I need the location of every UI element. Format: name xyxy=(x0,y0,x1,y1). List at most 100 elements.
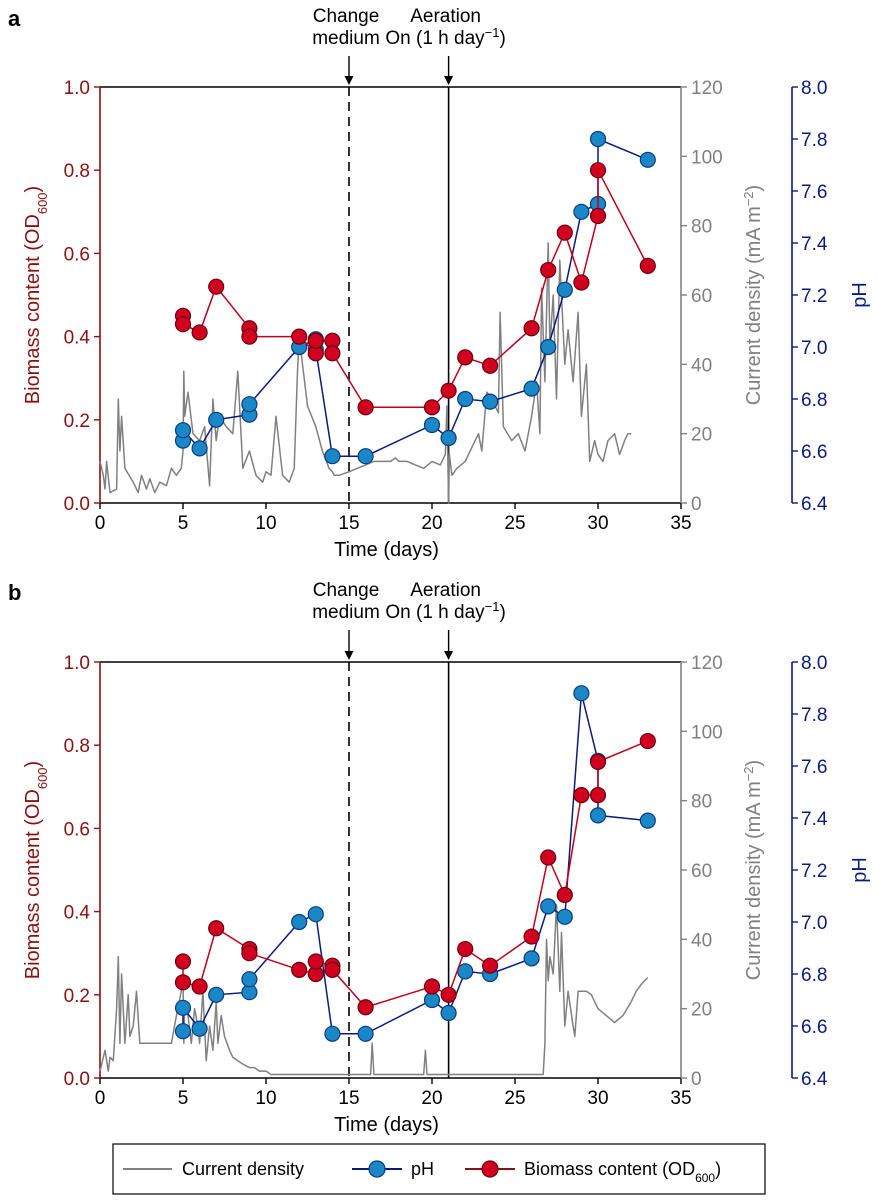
x-tick-label: 5 xyxy=(178,513,189,534)
biomass-line xyxy=(182,740,649,1009)
ph-point xyxy=(556,908,573,925)
ph-point xyxy=(423,991,441,1009)
ph-point xyxy=(482,393,499,410)
biomass-point xyxy=(174,974,192,991)
left-tick-label: 0.4 xyxy=(64,903,91,924)
legend-current-label: Current density xyxy=(182,1159,304,1179)
x-tick-label: 30 xyxy=(587,513,608,534)
ph-point xyxy=(523,950,540,967)
left-tick-label: 0.0 xyxy=(64,1069,90,1090)
biomass-point xyxy=(357,999,374,1016)
left-tick-label: 0.6 xyxy=(64,244,90,265)
biomass-point xyxy=(174,316,192,333)
ph-point xyxy=(357,448,374,465)
ph-point xyxy=(423,416,441,434)
biomass-point xyxy=(174,953,192,970)
biomass-point xyxy=(540,261,557,279)
current-tick-label: 20 xyxy=(691,1000,712,1021)
annotation-text: On (1 h day−1) xyxy=(385,599,505,624)
current-tick-label: 60 xyxy=(691,286,712,307)
current-tick-label: 80 xyxy=(691,217,712,238)
left-tick-label: 0.2 xyxy=(64,411,90,432)
ph-tick-label: 7.0 xyxy=(801,913,827,934)
annotation-text: medium xyxy=(312,28,380,49)
panel-letter: b xyxy=(8,580,21,605)
ph-axis-title: pH xyxy=(849,857,871,883)
left-tick-label: 0.6 xyxy=(64,819,90,840)
ph-point xyxy=(291,913,308,931)
current-tick-label: 0 xyxy=(691,494,702,515)
ph-point xyxy=(324,448,341,465)
biomass-point xyxy=(556,886,573,904)
ph-tick-label: 7.0 xyxy=(801,338,827,359)
biomass-point xyxy=(324,345,341,362)
panel-b: b 0 5 10 15 20 25 30 35 Time (days) 0.0 0.2 0.4 0.6 0.… xyxy=(8,580,871,1136)
annotation-arrow-head xyxy=(444,651,454,660)
ph-point xyxy=(357,1025,374,1042)
biomass-point xyxy=(423,978,441,995)
ph-point xyxy=(457,390,474,408)
current-tick-label: 60 xyxy=(691,861,712,882)
x-tick-label: 25 xyxy=(504,513,525,534)
biomass-point xyxy=(307,332,324,349)
ph-tick-label: 7.2 xyxy=(801,861,827,882)
ph-point xyxy=(589,807,607,824)
biomass-point xyxy=(639,257,656,274)
current-density-trace xyxy=(99,903,649,1076)
legend-ph-label: pH xyxy=(411,1159,434,1179)
annotation-text: Change xyxy=(313,6,380,27)
current-tick-label: 100 xyxy=(691,722,723,743)
biomass-point xyxy=(423,399,441,416)
panel-letter: a xyxy=(8,6,21,31)
ph-tick-label: 8.0 xyxy=(801,78,827,99)
ph-point xyxy=(208,411,225,428)
ph-tick-label: 6.4 xyxy=(801,494,828,515)
biomass-point xyxy=(589,162,607,179)
legend: Current density pH Biomass content (OD600) xyxy=(112,1143,766,1195)
annotation-text: On (1 h day−1) xyxy=(385,25,505,50)
ph-tick-label: 7.4 xyxy=(801,809,828,830)
ph-tick-label: 6.6 xyxy=(801,442,827,463)
left-tick-label: 1.0 xyxy=(64,78,90,99)
annotation-text: medium xyxy=(312,602,380,623)
current-tick-label: 100 xyxy=(691,147,723,168)
ph-point xyxy=(457,963,474,980)
x-tick-label: 15 xyxy=(338,1088,359,1109)
biomass-point xyxy=(208,920,225,937)
current-tick-label: 80 xyxy=(691,792,712,813)
biomass-point xyxy=(241,328,258,345)
left-tick-label: 0.2 xyxy=(64,986,90,1007)
ph-tick-label: 7.6 xyxy=(801,182,827,203)
current-tick-label: 120 xyxy=(691,653,723,674)
biomass-point xyxy=(589,787,607,804)
biomass-point xyxy=(457,349,474,366)
ph-point xyxy=(241,396,258,413)
x-tick-label: 35 xyxy=(670,1088,691,1109)
x-tick-label: 5 xyxy=(178,1088,189,1109)
biomass-point xyxy=(191,324,208,341)
ph-tick-label: 6.8 xyxy=(801,965,827,986)
biomass-point xyxy=(589,207,607,225)
ph-point xyxy=(241,971,258,988)
ph-point xyxy=(523,380,540,397)
ph-point xyxy=(174,422,192,439)
annotation-arrow-head xyxy=(344,651,354,660)
x-tick-label: 15 xyxy=(338,513,359,534)
ph-point xyxy=(589,130,607,148)
left-tick-label: 0.4 xyxy=(64,328,91,349)
left-tick-label: 0.0 xyxy=(64,494,90,515)
ph-point xyxy=(191,1020,208,1037)
biomass-point xyxy=(556,224,573,241)
x-tick-label: 10 xyxy=(255,1088,276,1109)
ph-point xyxy=(307,906,324,923)
biomass-point xyxy=(523,320,540,337)
biomass-point xyxy=(639,732,656,750)
annotation-text: Aeration xyxy=(410,580,481,601)
ph-tick-label: 7.8 xyxy=(801,130,827,151)
biomass-point xyxy=(357,399,374,416)
biomass-point xyxy=(589,753,607,770)
ph-point xyxy=(639,151,656,168)
current-tick-label: 20 xyxy=(691,425,712,446)
ph-tick-label: 7.6 xyxy=(801,757,827,778)
